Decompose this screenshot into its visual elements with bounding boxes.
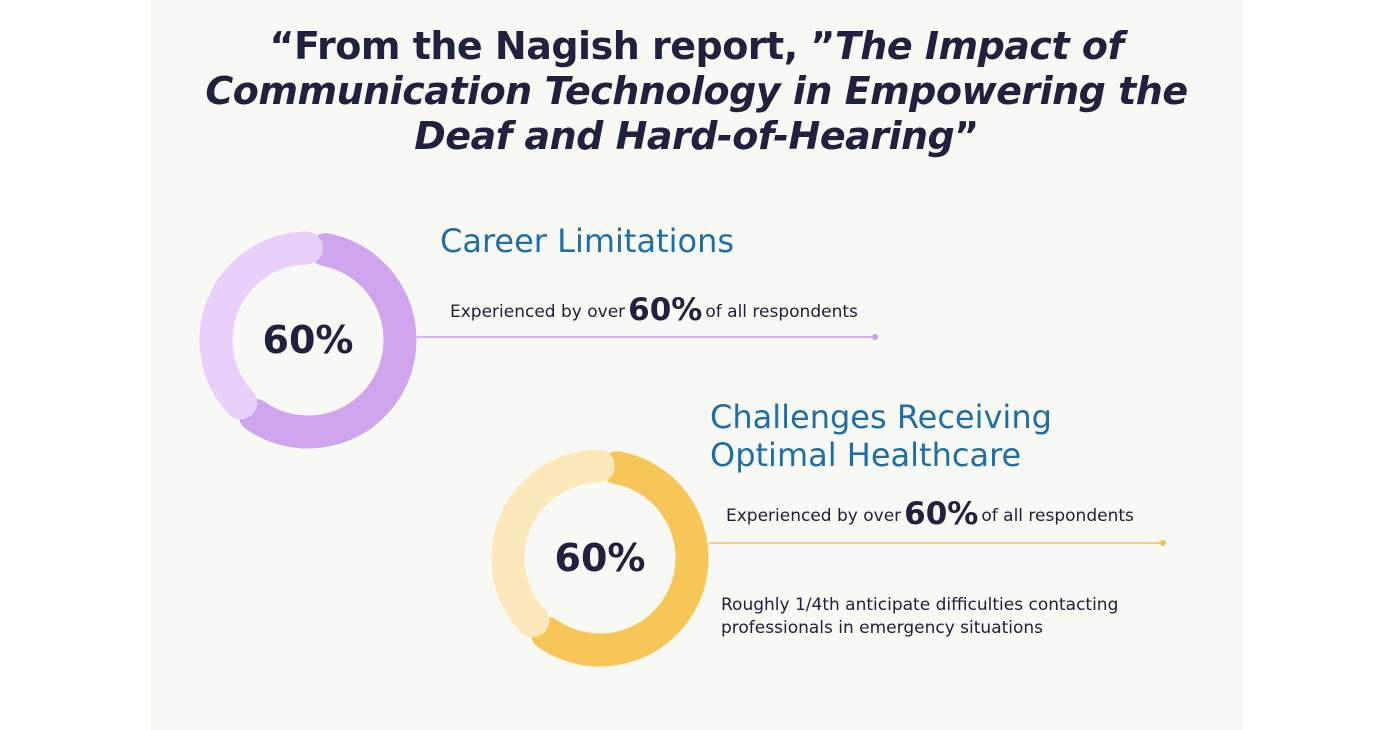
note-line2: professionals in emergency situations	[721, 618, 1044, 638]
desc-suffix: of all respondents	[705, 302, 858, 322]
desc-prefix: Experienced by over	[450, 302, 626, 322]
page-title: “From the Nagish report, ”The Impact of …	[150, 24, 1243, 159]
chart2-title-line1: Challenges Receiving	[710, 398, 1052, 436]
connector-dot	[872, 334, 878, 340]
desc-value: 60%	[904, 496, 979, 532]
desc-suffix: of all respondents	[981, 506, 1134, 526]
chart1-title: Career Limitations	[440, 222, 735, 260]
title-line3: Deaf and Hard-of-Hearing	[414, 114, 955, 158]
title-close-quote: ”	[954, 114, 979, 158]
donut-segment-value	[530, 451, 709, 667]
chart1-description: Experienced by over60% of all respondents	[450, 292, 858, 328]
desc-prefix: Experienced by over	[726, 506, 902, 526]
donut-segment-remainder	[491, 449, 615, 638]
note-line1: Roughly 1/4th anticipate difficulties co…	[721, 595, 1119, 615]
title-line1: “From the Nagish report, ”	[269, 24, 836, 68]
desc-value: 60%	[628, 292, 703, 328]
chart2-note: Roughly 1/4th anticipate difficulties co…	[721, 594, 1118, 640]
chart2-description: Experienced by over60% of all respondents	[726, 496, 1134, 532]
donut-center-label: 60%	[555, 536, 646, 580]
donut-center-label: 60%	[263, 318, 354, 362]
title-line1-italic: The Impact of	[834, 24, 1124, 68]
connector-dot	[1160, 540, 1166, 546]
title-line2: Communication Technology in Empowering t…	[205, 69, 1188, 113]
donut-segment-value	[238, 233, 417, 449]
chart2-title-line2: Optimal Healthcare	[710, 436, 1022, 474]
background-panel	[150, 0, 1243, 730]
chart2-title: Challenges Receiving Optimal Healthcare	[710, 398, 1052, 474]
donut-segment-remainder	[199, 231, 323, 420]
